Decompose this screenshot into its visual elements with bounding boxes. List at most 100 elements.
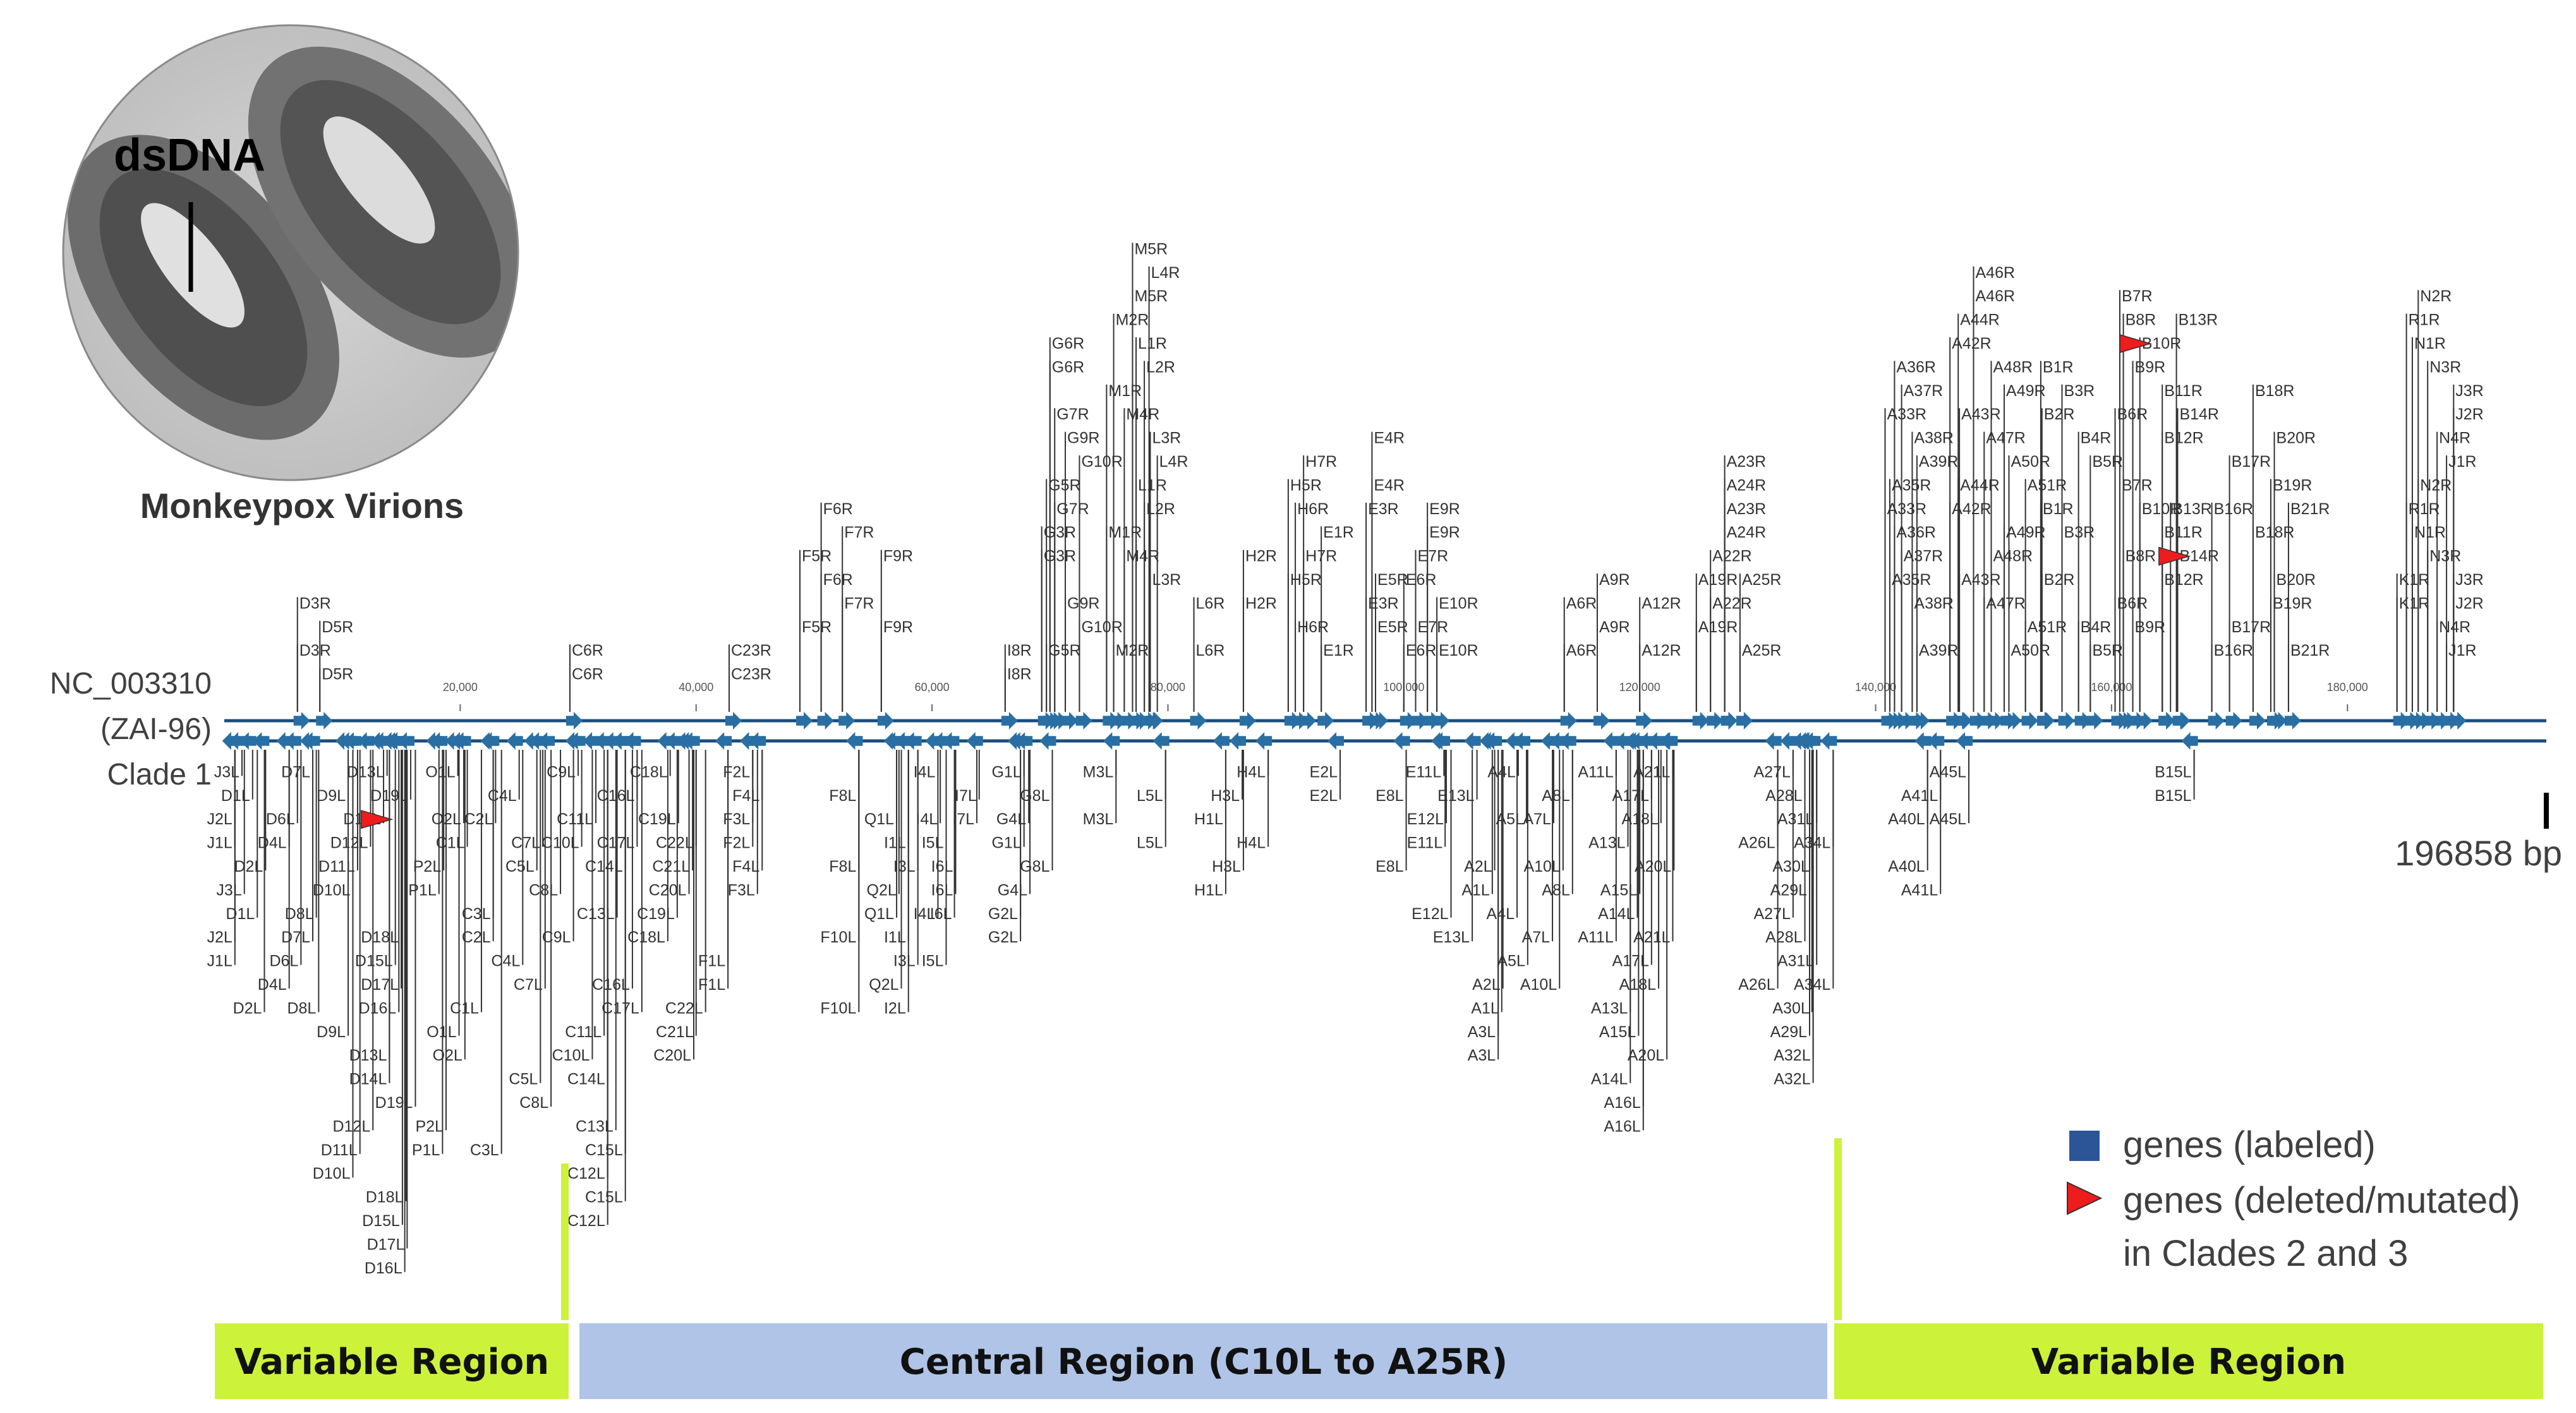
reverse-gene-label: J2L — [207, 929, 232, 946]
forward-gene-label: F9R — [883, 618, 913, 636]
forward-gene-label: A38R — [1914, 430, 1954, 447]
forward-gene-arrow — [1707, 712, 1724, 730]
reverse-gene-arrow — [740, 732, 757, 750]
reverse-gene-label: C22L — [656, 834, 694, 852]
reverse-gene-label: D8L — [285, 905, 314, 923]
reverse-gene-label: A15L — [1600, 881, 1637, 899]
forward-gene-arrow — [2038, 712, 2055, 730]
forward-gene-label: J1R — [2448, 453, 2476, 471]
right-variable-region-bar — [1834, 1323, 2543, 1399]
forward-gene-arrow — [1120, 712, 1137, 730]
reverse-gene-arrow — [358, 732, 375, 750]
forward-gene-label: A12R — [1642, 594, 1681, 612]
scale-tick-label: 180,000 — [2327, 681, 2368, 694]
forward-gene-arrow — [1433, 712, 1450, 730]
reverse-gene-label: Q2L — [869, 976, 898, 994]
reverse-gene-arrow — [624, 732, 641, 750]
reverse-gene-label: A1L — [1461, 881, 1490, 899]
forward-gene-arrow — [1560, 712, 1577, 730]
reverse-gene-label: D9L — [317, 1023, 346, 1041]
reverse-gene-label: A41L — [1901, 787, 1938, 805]
forward-gene-label: H5R — [1290, 476, 1322, 494]
virion-micrograph: dsDNA Monkeypox Virions — [62, 24, 519, 526]
forward-gene-label: G3R — [1044, 524, 1076, 541]
reverse-gene-label: L5L — [1137, 834, 1163, 852]
left-variable-region-bar — [215, 1323, 569, 1399]
right-boundary-bar — [1834, 1138, 1842, 1320]
forward-gene-arrow — [2266, 712, 2283, 730]
forward-gene-arrow — [2249, 712, 2266, 730]
forward-gene-label: B1R — [2043, 358, 2074, 376]
reverse-gene-label: A2L — [1472, 976, 1501, 994]
reverse-gene-label: A45L — [1930, 763, 1966, 781]
reverse-gene-label: P2L — [415, 1117, 444, 1135]
forward-gene-arrow — [1736, 712, 1753, 730]
forward-gene-arrow — [2129, 712, 2146, 730]
reverse-gene-label: A32L — [1774, 1047, 1810, 1064]
forward-gene-arrow — [1037, 712, 1055, 730]
forward-gene-label: A47R — [1986, 430, 2026, 447]
reverse-gene-label: E12L — [1412, 905, 1448, 923]
reverse-gene-label: A20L — [1635, 858, 1671, 875]
reverse-gene-arrow — [426, 732, 443, 750]
forward-gene-arrow — [2443, 712, 2460, 730]
forward-gene-label: N1R — [2414, 335, 2446, 352]
reverse-gene-label: I1L — [884, 929, 906, 946]
forward-gene-label: C6R — [572, 666, 603, 683]
reverse-gene-label: Q1L — [864, 905, 894, 923]
accession-label: NC_003310 — [50, 667, 212, 700]
forward-gene-label: B19R — [2273, 476, 2313, 494]
forward-gene-label: M4R — [1126, 548, 1159, 565]
forward-gene-label: L4R — [1159, 453, 1188, 471]
reverse-gene-label: D11L — [318, 858, 355, 875]
forward-gene-label: A48R — [1993, 548, 2033, 565]
forward-gene-label: A24R — [1727, 524, 1767, 541]
reverse-gene-arrow — [371, 732, 388, 750]
forward-gene-arrow — [2074, 712, 2091, 730]
central-region-bar — [579, 1323, 1827, 1399]
forward-gene-arrow — [1956, 712, 1973, 730]
forward-gene-label: N4R — [2439, 430, 2470, 447]
genome-identifiers: NC_003310 (ZAI-96) Clade 1 196858 bp — [50, 667, 2562, 873]
forward-gene-arrow — [1400, 712, 1417, 730]
forward-gene-label: A22R — [1712, 548, 1752, 565]
forward-gene-arrow — [1001, 712, 1018, 730]
forward-gene-label: G7R — [1056, 406, 1089, 423]
reverse-gene-label: I5L — [922, 834, 944, 852]
reverse-gene-label: A26L — [1738, 834, 1775, 852]
forward-gene-label: B12R — [2164, 571, 2204, 589]
legend-swatch-labeled — [2069, 1131, 2100, 1161]
reverse-gene-label: E13L — [1437, 787, 1474, 805]
forward-gene-label: A50R — [2011, 453, 2051, 471]
reverse-gene-label: F8L — [829, 787, 856, 805]
forward-gene-label: A46R — [1976, 264, 2016, 282]
forward-gene-label: E9R — [1429, 500, 1460, 518]
forward-gene-label: A19R — [1698, 618, 1738, 636]
reverse-gene-label: A7L — [1522, 929, 1551, 946]
reverse-gene-label: C12L — [567, 1165, 605, 1182]
reverse-gene-label: C2L — [464, 810, 493, 828]
forward-gene-label: L1R — [1138, 476, 1167, 494]
reverse-gene-label: A30L — [1772, 999, 1809, 1017]
forward-gene-arrow — [1913, 712, 1930, 730]
reverse-gene-label: O2L — [433, 1047, 463, 1064]
reverse-gene-label: F2L — [723, 763, 750, 781]
forward-gene-labels: D3R D5R D3R D5R C6R C6R C23R C23R F6R F7R F5R F6R F7… — [296, 240, 2484, 712]
forward-gene-label: E1R — [1323, 642, 1354, 659]
reverse-gene-label: A18L — [1619, 976, 1656, 994]
reverse-gene-label: A16L — [1604, 1117, 1640, 1135]
reverse-gene-labels: J3L D1L J2L J1L D6L D4L D2L J3L D1L J2L J1L D4L D2L D… — [207, 750, 2195, 1277]
forward-gene-arrow — [2158, 712, 2175, 730]
reverse-gene-arrow — [1152, 732, 1170, 750]
forward-gene-arrow — [1300, 712, 1317, 730]
forward-gene-label: A42R — [1952, 335, 1992, 352]
reverse-gene-arrow — [1039, 732, 1056, 750]
reverse-gene-label: P1L — [408, 881, 437, 899]
reverse-gene-label: D6L — [266, 810, 295, 828]
forward-gene-label: L3R — [1152, 430, 1181, 447]
forward-gene-label: F5R — [802, 548, 831, 565]
forward-gene-label: F7R — [844, 594, 874, 612]
reverse-gene-arrow — [925, 732, 942, 750]
forward-gene-label: F7R — [844, 524, 874, 541]
forward-gene-label: B18R — [2255, 382, 2295, 400]
